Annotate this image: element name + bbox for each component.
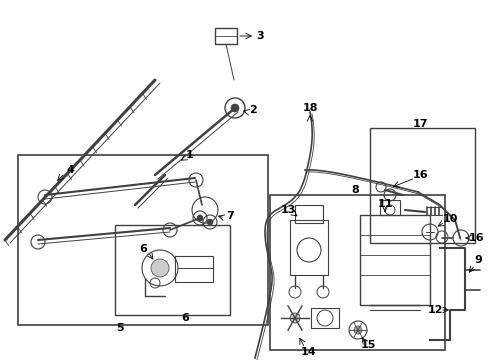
Bar	[310, 308, 338, 328]
Bar	[359, 215, 429, 305]
Bar	[115, 225, 229, 315]
Circle shape	[230, 104, 239, 112]
Text: 12: 12	[427, 305, 442, 315]
Bar	[269, 195, 444, 350]
Text: 6: 6	[139, 244, 146, 254]
Text: 10: 10	[442, 214, 457, 224]
Text: 4: 4	[66, 165, 74, 175]
Bar	[215, 28, 237, 44]
Bar	[289, 220, 327, 275]
Text: 3: 3	[256, 31, 263, 41]
Text: 9: 9	[473, 255, 481, 265]
Circle shape	[353, 326, 361, 334]
Text: 11: 11	[376, 199, 392, 209]
Text: 8: 8	[350, 185, 358, 195]
Text: 18: 18	[302, 103, 317, 113]
Circle shape	[206, 219, 213, 225]
Text: 15: 15	[360, 340, 375, 350]
Text: 16: 16	[468, 233, 484, 243]
Text: 1: 1	[186, 150, 193, 160]
Circle shape	[151, 259, 169, 277]
Text: 17: 17	[411, 119, 427, 129]
Text: 13: 13	[280, 205, 295, 215]
Text: 7: 7	[225, 211, 233, 221]
Text: 5: 5	[116, 323, 123, 333]
Text: 14: 14	[300, 347, 315, 357]
Bar	[294, 205, 323, 223]
Bar	[175, 256, 213, 282]
Bar	[369, 128, 474, 243]
Circle shape	[197, 215, 203, 221]
Text: 2: 2	[248, 105, 256, 115]
Bar	[379, 200, 399, 215]
Text: 16: 16	[411, 170, 427, 180]
Bar	[18, 155, 267, 325]
Circle shape	[289, 313, 299, 323]
Text: 6: 6	[181, 313, 188, 323]
